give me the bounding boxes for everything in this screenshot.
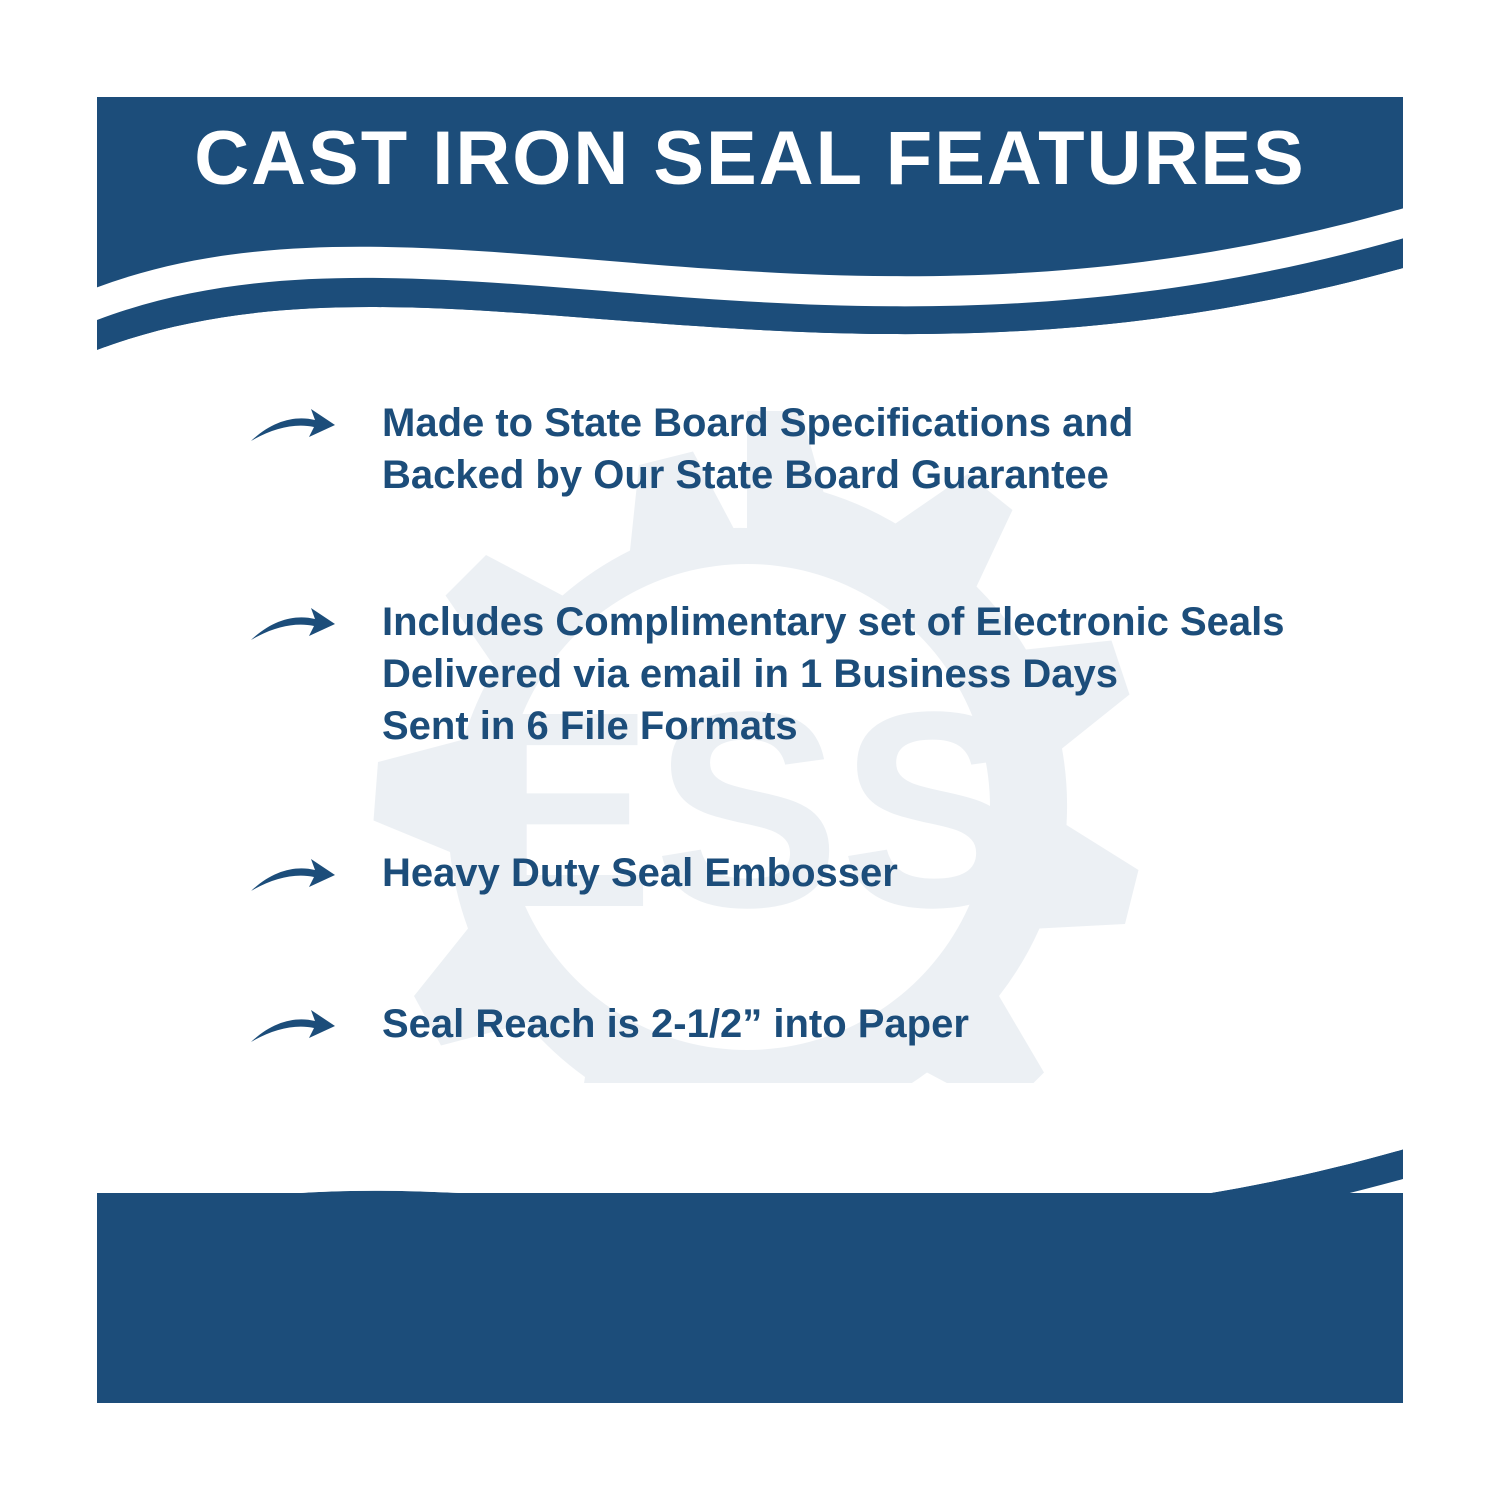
feature-card: ESS CAST IRON SEAL FEATURES Made to Stat… bbox=[97, 97, 1403, 1403]
feature-text: Heavy Duty Seal Embosser bbox=[382, 847, 898, 899]
feature-list: Made to State Board Specifications and B… bbox=[247, 397, 1327, 1054]
arrow-icon bbox=[247, 403, 337, 453]
footer-band bbox=[97, 1193, 1403, 1403]
page-title: CAST IRON SEAL FEATURES bbox=[97, 115, 1403, 202]
feature-text: Seal Reach is 2-1/2” into Paper bbox=[382, 998, 969, 1050]
feature-item: Includes Complimentary set of Electronic… bbox=[247, 596, 1327, 752]
arrow-icon bbox=[247, 1004, 337, 1054]
arrow-icon bbox=[247, 602, 337, 652]
arrow-icon bbox=[247, 853, 337, 903]
feature-text: Made to State Board Specifications and B… bbox=[382, 397, 1133, 501]
feature-item: Heavy Duty Seal Embosser bbox=[247, 847, 1327, 903]
feature-item: Seal Reach is 2-1/2” into Paper bbox=[247, 998, 1327, 1054]
feature-text: Includes Complimentary set of Electronic… bbox=[382, 596, 1285, 752]
feature-item: Made to State Board Specifications and B… bbox=[247, 397, 1327, 501]
